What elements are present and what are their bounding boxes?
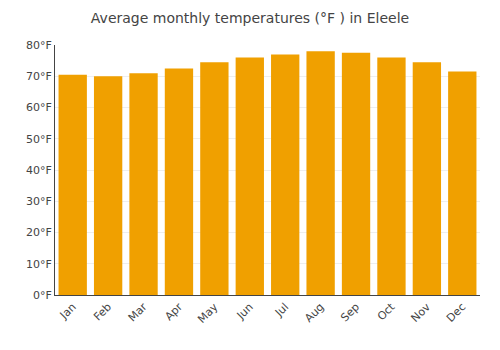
svg-text:20°F: 20°F [26, 226, 52, 239]
svg-text:10°F: 10°F [26, 258, 52, 271]
svg-text:Jan: Jan [57, 301, 79, 323]
svg-text:60°F: 60°F [26, 101, 52, 114]
svg-text:30°F: 30°F [26, 195, 52, 208]
svg-text:50°F: 50°F [26, 133, 52, 146]
svg-text:Feb: Feb [91, 301, 114, 324]
svg-text:Aug: Aug [302, 301, 326, 325]
svg-text:Sep: Sep [338, 301, 362, 325]
svg-text:Dec: Dec [444, 301, 468, 325]
svg-text:May: May [195, 300, 221, 326]
svg-text:Mar: Mar [126, 300, 150, 324]
svg-text:70°F: 70°F [26, 70, 52, 83]
svg-text:Average monthly temperatures (: Average monthly temperatures (°F ) in El… [91, 10, 409, 26]
svg-text:Jul: Jul [272, 301, 291, 320]
svg-text:0°F: 0°F [33, 289, 52, 302]
svg-text:40°F: 40°F [26, 164, 52, 177]
svg-text:Apr: Apr [162, 300, 185, 323]
svg-text:Jun: Jun [234, 300, 256, 322]
svg-text:Oct: Oct [375, 300, 398, 323]
svg-text:Nov: Nov [409, 300, 434, 325]
svg-text:80°F: 80°F [26, 39, 52, 52]
